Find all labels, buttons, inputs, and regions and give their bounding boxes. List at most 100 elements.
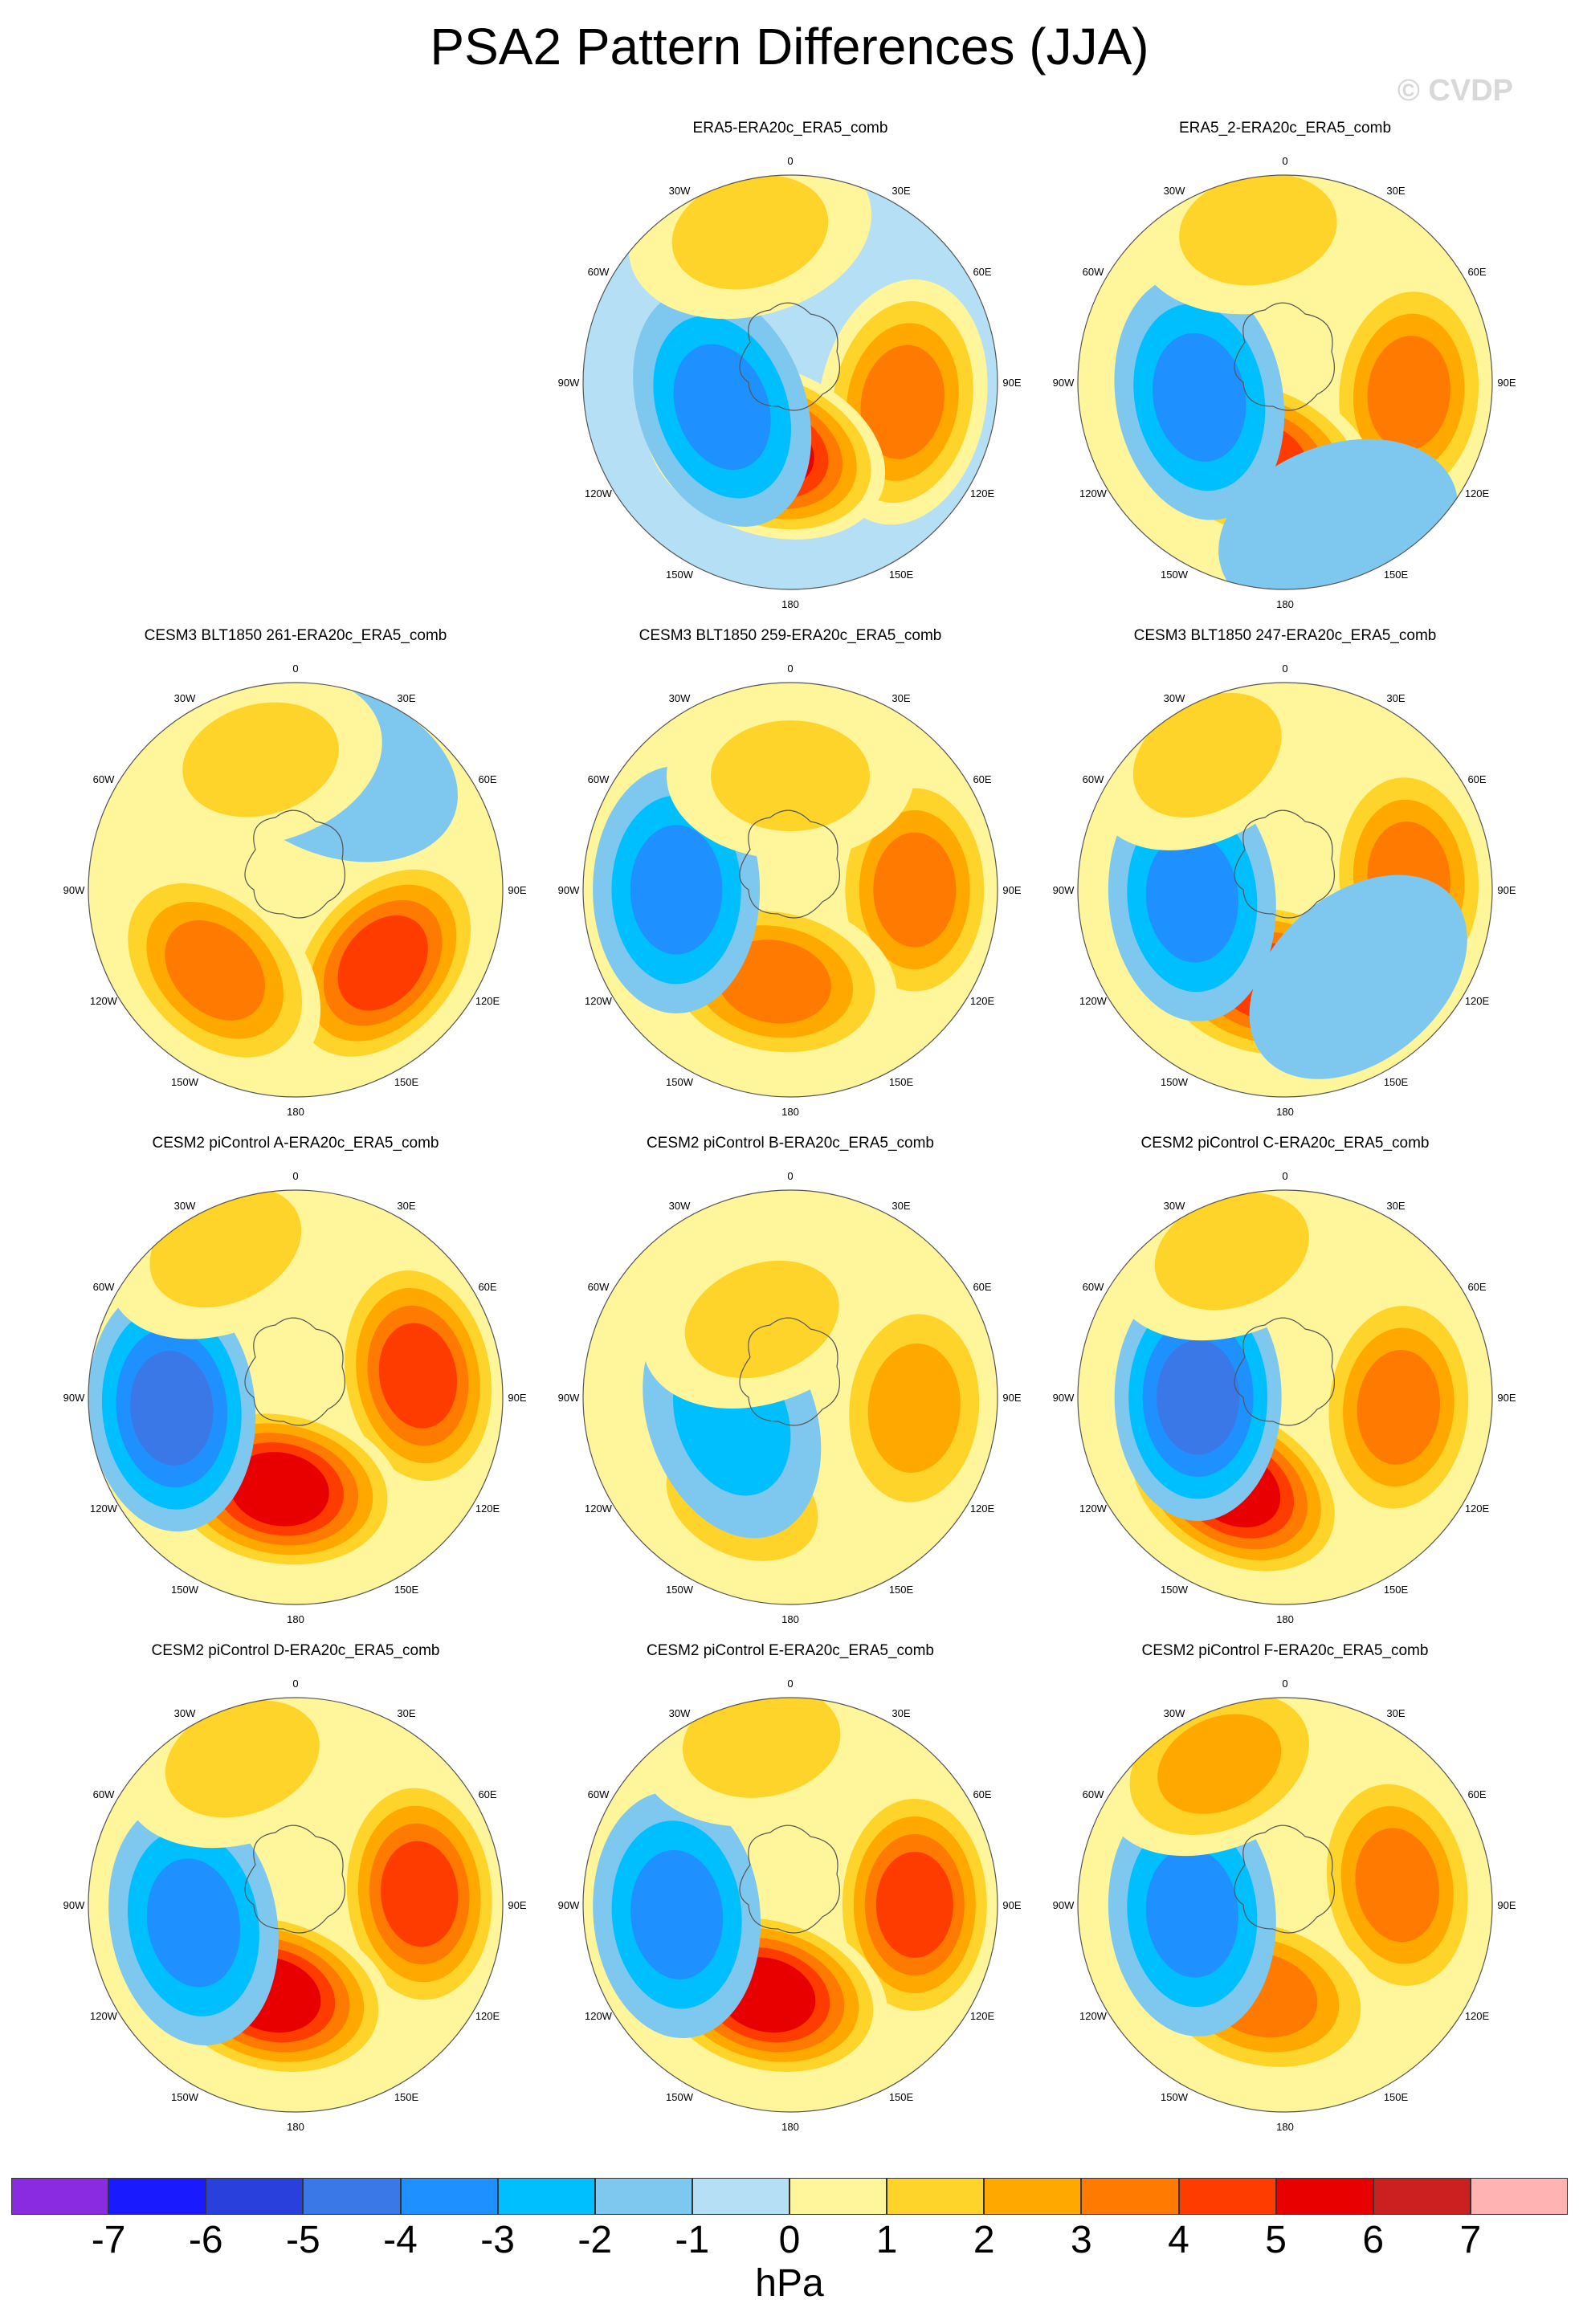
contour-band — [671, 175, 829, 290]
contour-band — [1157, 1339, 1240, 1455]
contour-field — [1078, 683, 1492, 1097]
longitude-label: 180 — [1276, 2121, 1294, 2133]
longitude-label: 90E — [1497, 377, 1516, 389]
longitude-label: 90E — [1002, 1899, 1021, 1911]
longitude-label: 60W — [93, 773, 115, 785]
contour-band — [1367, 336, 1450, 451]
colorbar-tick-label: -3 — [480, 2219, 515, 2261]
colorbar-box — [303, 2178, 401, 2215]
colorbar-tick-label: 7 — [1459, 2219, 1482, 2261]
longitude-label: 60W — [1083, 773, 1104, 785]
longitude-label: 60E — [973, 1788, 991, 1800]
map-panel: CESM3 BLT1850 247-ERA20c_ERA5_comb 0 30E 60… — [1044, 626, 1526, 1134]
longitude-label: 90W — [1053, 884, 1075, 896]
longitude-label: 0 — [1282, 155, 1287, 167]
polar-map: 0 30E 60E 90E 120E 150E 180 150W 120W 90W 60W 30W — [1053, 1170, 1516, 1625]
map-border — [88, 1189, 504, 1605]
longitude-label: 90E — [1497, 1899, 1516, 1911]
colorbar-tick-label: 0 — [778, 2219, 801, 2261]
colorbar-tick-label: -2 — [577, 2219, 613, 2261]
longitude-label: 90W — [558, 377, 580, 389]
map-border — [582, 1697, 998, 2113]
longitude-label: 30W — [669, 185, 691, 197]
longitude-label: 120W — [1079, 487, 1108, 499]
polar-map: 0 30E 60E 90E 120E 150E 180 150W 120W 90W 60W 30W — [558, 1170, 1022, 1625]
longitude-label: 60W — [588, 266, 610, 278]
longitude-label: 150W — [666, 569, 694, 581]
polar-map: 0 30E 60E 90E 120E 150E 180 150W 120W 90W 60W 30W — [1053, 155, 1516, 610]
coastline — [244, 809, 345, 919]
longitude-label: 0 — [787, 155, 793, 167]
contour-band — [716, 940, 831, 1024]
panel-title: CESM3 BLT1850 247-ERA20c_ERA5_comb — [1133, 627, 1437, 644]
longitude-label: 150W — [1161, 1076, 1189, 1088]
map-panel: CESM2 piControl C-ERA20c_ERA5_comb 0 30E 60… — [1044, 1134, 1526, 1641]
longitude-label: 0 — [787, 1678, 793, 1690]
map-border — [88, 682, 504, 1098]
contour-band — [711, 720, 870, 832]
colorbar-tick-label: -6 — [188, 2219, 223, 2261]
contour-band — [381, 1841, 459, 1947]
panel-title: ERA5_2-ERA20c_ERA5_comb — [1178, 120, 1392, 137]
longitude-label: 60W — [588, 773, 610, 785]
longitude-label: 150W — [171, 1076, 199, 1088]
colorbar-units: hPa — [755, 2262, 824, 2305]
contour-band — [1154, 1193, 1309, 1311]
contour-field — [583, 683, 998, 1097]
panel-title: CESM2 piControl E-ERA20c_ERA5_comb — [647, 1642, 934, 1659]
longitude-label: 90E — [1002, 377, 1021, 389]
contour-band — [1153, 332, 1246, 462]
coastline — [1234, 302, 1335, 411]
longitude-label: 0 — [1282, 663, 1287, 675]
longitude-label: 150W — [1161, 2091, 1189, 2103]
map-panel: CESM2 piControl E-ERA20c_ERA5_comb 0 30E 60… — [549, 1641, 1031, 2149]
longitude-label: 30E — [892, 1707, 910, 1719]
contour-band — [1145, 1848, 1238, 1978]
longitude-label: 120W — [90, 995, 118, 1007]
contour-band — [378, 1323, 458, 1429]
longitude-label: 90W — [63, 884, 85, 896]
contour-band — [673, 344, 771, 471]
longitude-label: 120E — [970, 487, 995, 499]
contour-band — [684, 1260, 839, 1379]
longitude-label: 30W — [174, 1707, 196, 1719]
longitude-label: 180 — [781, 598, 799, 610]
longitude-label: 150E — [394, 1584, 419, 1596]
contour-field — [1078, 1698, 1492, 2112]
longitude-label: 180 — [287, 1106, 304, 1118]
longitude-label: 150W — [171, 2091, 199, 2103]
contour-field — [583, 175, 998, 589]
longitude-label: 0 — [787, 663, 793, 675]
longitude-label: 120W — [1079, 995, 1108, 1007]
longitude-label: 30W — [1164, 1200, 1185, 1212]
longitude-label: 30W — [669, 1200, 691, 1212]
longitude-label: 60E — [973, 1281, 991, 1293]
longitude-label: 150W — [171, 1584, 199, 1596]
longitude-label: 120W — [585, 1502, 613, 1515]
polar-map: 0 30E 60E 90E 120E 150E 180 150W 120W 90W 60W 30W — [558, 1678, 1022, 2133]
longitude-label: 30E — [397, 1200, 415, 1212]
polar-map: 0 30E 60E 90E 120E 150E 180 150W 120W 90W 60W 30W — [1053, 663, 1516, 1118]
map-panel: CESM2 piControl B-ERA20c_ERA5_comb 0 30E 60… — [549, 1134, 1031, 1641]
contour-field — [88, 1698, 503, 2112]
longitude-label: 0 — [1282, 1678, 1287, 1690]
coastline — [739, 809, 840, 919]
longitude-label: 120W — [585, 995, 613, 1007]
colorbar-tick-label: 1 — [875, 2219, 898, 2261]
longitude-label: 60E — [1467, 1281, 1486, 1293]
contour-field — [88, 683, 503, 1097]
coastline — [244, 1317, 345, 1426]
longitude-label: 120W — [1079, 2010, 1108, 2022]
longitude-label: 30E — [397, 692, 415, 704]
longitude-label: 30W — [174, 692, 196, 704]
contour-field — [88, 1190, 503, 1604]
map-panel: CESM2 piControl D-ERA20c_ERA5_comb 0 30E 60… — [55, 1641, 537, 2149]
longitude-label: 60W — [1083, 1281, 1104, 1293]
longitude-label: 150E — [1384, 1076, 1409, 1088]
longitude-label: 150W — [1161, 569, 1189, 581]
colorbar-box — [400, 2178, 498, 2215]
longitude-label: 150E — [1384, 2091, 1409, 2103]
colorbar-tick-label: -4 — [383, 2219, 418, 2261]
longitude-label: 30E — [892, 1200, 910, 1212]
panel-title: ERA5-ERA20c_ERA5_comb — [692, 120, 888, 137]
